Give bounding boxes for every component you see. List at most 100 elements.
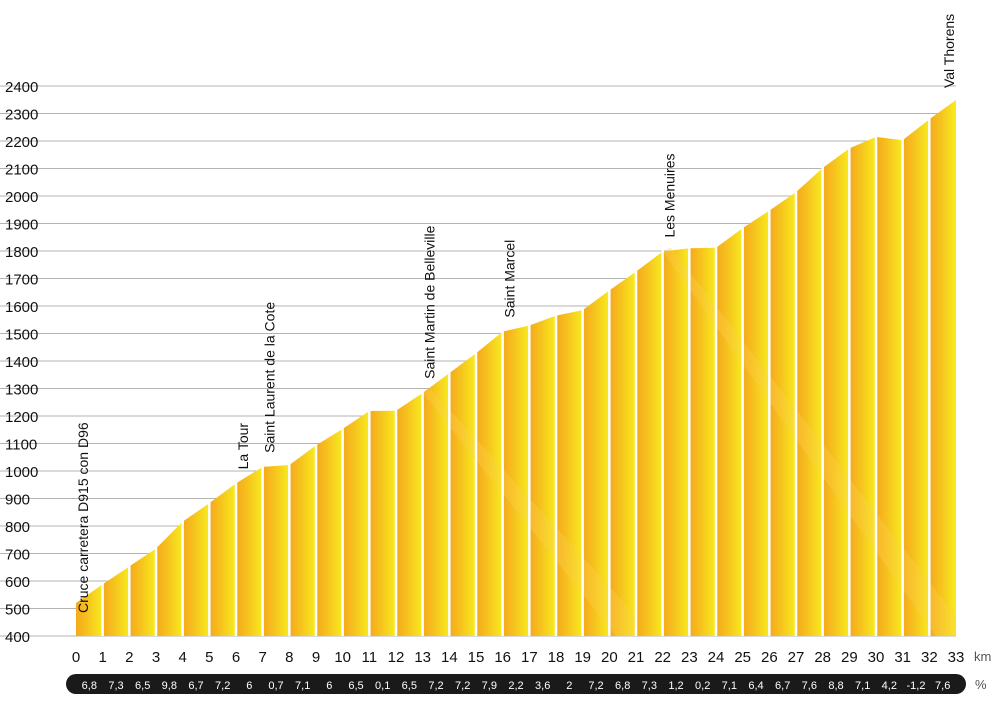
elevation-segment (742, 210, 770, 636)
gradient-value: 0,1 (375, 680, 390, 692)
y-tick-label: 2400 (5, 79, 38, 96)
y-tick-label: 1500 (5, 327, 38, 344)
x-tick-label: 4 (178, 649, 186, 666)
gradient-value: 1,2 (668, 680, 683, 692)
elevation-segment (582, 290, 610, 636)
x-tick-label: 24 (708, 649, 725, 666)
gradient-value: 7,3 (108, 680, 123, 692)
place-label: La Tour (235, 423, 251, 470)
x-tick-label: 16 (494, 649, 511, 666)
gradient-value: 6,8 (82, 680, 97, 692)
place-label: Cruce carretera D915 con D96 (75, 422, 91, 613)
elevation-segment (476, 331, 503, 636)
gradient-value: 4,2 (882, 680, 897, 692)
x-tick-label: 23 (681, 649, 698, 666)
gradient-value: 2,2 (508, 680, 523, 692)
x-tick-label: 32 (921, 649, 938, 666)
gradient-value: 6 (246, 680, 252, 692)
x-tick-label: 8 (285, 649, 293, 666)
y-tick-label: 600 (5, 574, 30, 591)
elevation-segment (769, 192, 796, 636)
gradient-value: 6,8 (615, 680, 630, 692)
elevation-segment (316, 428, 343, 636)
y-tick-label: 1700 (5, 272, 38, 289)
x-tick-label: 26 (761, 649, 778, 666)
elevation-segment (262, 464, 290, 636)
elevation-segment (636, 251, 663, 637)
x-tick-label: 0 (72, 649, 80, 666)
y-tick-label: 500 (5, 602, 30, 619)
x-tick-label: 30 (868, 649, 885, 666)
gradient-value: -1,2 (907, 680, 926, 692)
x-tick-label: 3 (152, 649, 160, 666)
elevation-segment (236, 466, 263, 636)
x-tick-label: 31 (894, 649, 911, 666)
x-tick-label: 14 (441, 649, 458, 666)
x-tick-label: 25 (734, 649, 751, 666)
elevation-segment (422, 373, 450, 636)
place-label: Saint Martin de Belleville (422, 225, 438, 379)
y-tick-label: 1000 (5, 464, 38, 481)
x-tick-label: 29 (841, 649, 858, 666)
gradient-value: 7,1 (722, 680, 737, 692)
elevation-segment (822, 148, 850, 637)
gradient-value: 7,9 (482, 680, 497, 692)
gradient-value: 0,7 (268, 680, 283, 692)
elevation-segment (76, 584, 103, 636)
gradient-value: 6 (326, 680, 332, 692)
x-tick-label: 21 (628, 649, 645, 666)
x-tick-label: 13 (414, 649, 431, 666)
gradient-value: 7,1 (855, 680, 870, 692)
y-tick-label: 1300 (5, 382, 38, 399)
y-tick-label: 800 (5, 519, 30, 536)
gradient-value: 7,2 (215, 680, 230, 692)
place-label: Saint Marcel (502, 240, 518, 318)
elevation-segment (529, 315, 556, 636)
gradient-value: 6,7 (775, 680, 790, 692)
elevation-segment (129, 548, 156, 636)
x-tick-label: 7 (258, 649, 266, 666)
x-tick-label: 33 (948, 649, 965, 666)
gradient-value: 6,7 (188, 680, 203, 692)
y-tick-label: 900 (5, 492, 30, 509)
elevation-segment (662, 248, 690, 636)
elevation-segment (182, 503, 210, 636)
elevation-segment (902, 119, 930, 636)
elevation-segment (449, 353, 476, 636)
gradient-value: 7,2 (588, 680, 603, 692)
gradient-value: 7,2 (455, 680, 470, 692)
y-tick-label: 2200 (5, 134, 38, 151)
place-label: Saint Laurent de la Cote (262, 302, 278, 453)
elevation-segment (689, 247, 716, 636)
gradient-value: 8,8 (828, 680, 843, 692)
x-tick-label: 28 (814, 649, 831, 666)
elevation-segment (609, 271, 636, 636)
x-tick-label: 10 (334, 649, 351, 666)
y-tick-label: 1900 (5, 217, 38, 234)
y-tick-label: 2000 (5, 189, 38, 206)
elevation-segment (396, 392, 423, 636)
y-tick-label: 700 (5, 547, 30, 564)
elevation-segment (876, 136, 903, 636)
x-tick-label: 6 (232, 649, 240, 666)
x-tick-label: 5 (205, 649, 213, 666)
y-tick-label: 400 (5, 629, 30, 646)
gradient-value: 7,6 (935, 680, 950, 692)
elevation-segment (849, 136, 876, 636)
gradient-value: 7,6 (802, 680, 817, 692)
x-tick-label: 22 (654, 649, 671, 666)
elevation-segment (342, 411, 370, 636)
y-tick-label: 1800 (5, 244, 38, 261)
elevation-segment (369, 410, 396, 636)
gradient-value: 6,5 (348, 680, 363, 692)
gradient-value: 7,2 (428, 680, 443, 692)
x-axis-labels: 0 1 2 3 4 5 6 7 8 9 10 11 12 13 14 15 16 17 18 19 20 21 22 23 24… (72, 649, 965, 666)
gradient-value: 0,2 (695, 680, 710, 692)
gradient-value: 7,3 (642, 680, 657, 692)
elevation-segment (209, 483, 236, 636)
x-unit-label: km (974, 649, 991, 664)
elevation-segment (716, 228, 743, 637)
x-tick-label: 20 (601, 649, 618, 666)
place-label: Val Thorens (941, 14, 957, 88)
x-tick-label: 2 (125, 649, 133, 666)
